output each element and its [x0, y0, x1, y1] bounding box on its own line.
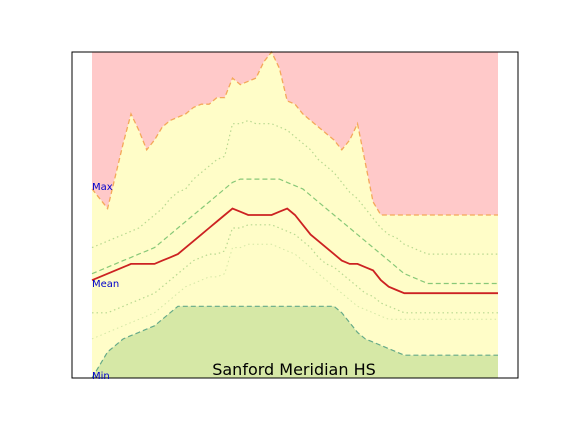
series-line-max [91, 50, 498, 216]
max-label: Max [92, 182, 113, 193]
series-line-mean [91, 207, 498, 295]
min-label: Min [92, 371, 110, 382]
plot-frame [71, 51, 519, 379]
series-line-upper-p75 [91, 178, 498, 285]
series-line-min [91, 305, 498, 379]
series-line-lower-p25 [92, 224, 498, 314]
series-line-lower-p10 [91, 243, 498, 340]
plot-area [91, 50, 498, 379]
mean-label: Mean [92, 279, 119, 290]
chart-title: Sanford Meridian HS [212, 360, 376, 379]
band-below-min [92, 306, 498, 378]
band-above-max [92, 52, 498, 215]
